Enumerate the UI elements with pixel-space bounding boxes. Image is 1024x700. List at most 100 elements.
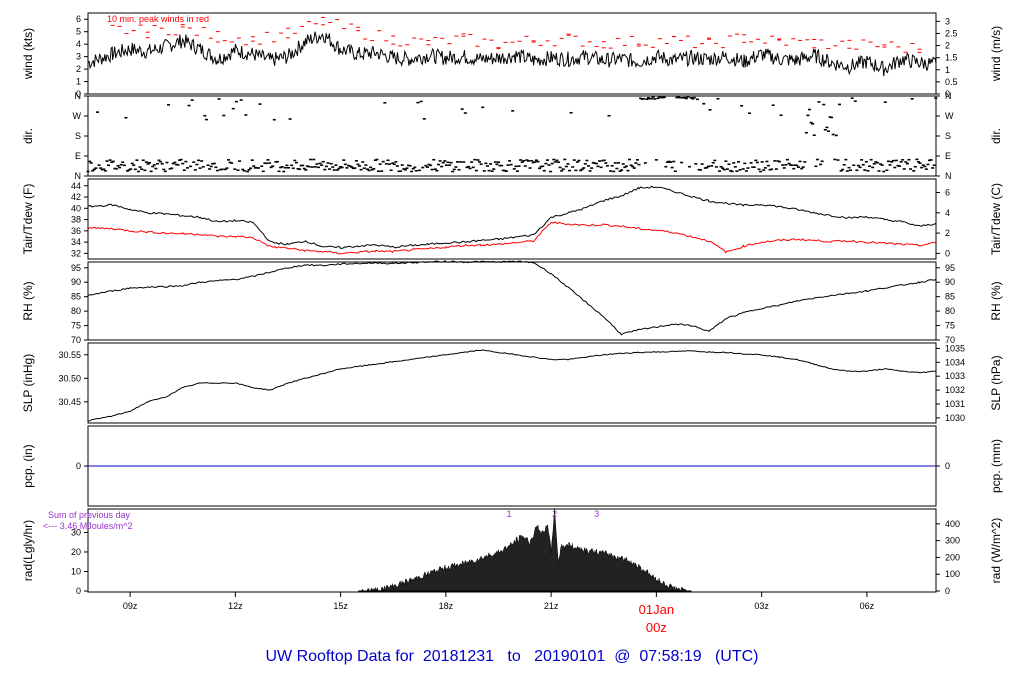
- rad-ytick-label: 20: [71, 547, 81, 557]
- x-date-label: 01Jan: [639, 602, 674, 617]
- slp-ytick-label: 30.55: [58, 350, 81, 360]
- x-tick-label: 03z: [754, 601, 769, 611]
- wind-ytick-label: 0: [76, 89, 81, 99]
- wind-ytick-label: 4: [76, 39, 81, 49]
- slp-ytick-label: 30.45: [58, 397, 81, 407]
- rh-ytick-right-label: 70: [945, 335, 955, 345]
- footer-sep: to: [507, 648, 521, 665]
- dir-ytick-label: E: [75, 151, 81, 161]
- temp-ytick-label: 40: [71, 203, 81, 213]
- slp-ytick-label: 30.50: [58, 373, 81, 383]
- rh-ytick-right-label: 85: [945, 292, 955, 302]
- temp-ylabel-right: Tair/Tdew (C): [989, 183, 1003, 255]
- wind-ytick-label: 5: [76, 27, 81, 37]
- rad-ytick-right-label: 100: [945, 569, 960, 579]
- slp-ytick-right-label: 1032: [945, 385, 965, 395]
- rh-ytick-label: 85: [71, 292, 81, 302]
- temp-ytick-label: 36: [71, 226, 81, 236]
- temp-ytick-right-label: 2: [945, 228, 950, 238]
- rad-ytick-right-label: 400: [945, 519, 960, 529]
- dir-ytick-right-label: N: [945, 171, 952, 181]
- temp-ytick-right-label: 0: [945, 248, 950, 258]
- footer-end: 20190101: [534, 648, 606, 665]
- slp-series-slp: [87, 349, 936, 422]
- temp-frame: [87, 178, 937, 260]
- footer-title: UW Rooftop Data for 20181231 to 20190101…: [0, 648, 1024, 666]
- rad-frame: [87, 508, 937, 593]
- dir-ytick-label: S: [75, 131, 81, 141]
- dir-ytick-label: N: [75, 171, 82, 181]
- temp-ytick-right-label: 6: [945, 188, 950, 198]
- slp-ytick-right-label: 1035: [945, 343, 965, 353]
- x-tick-label: 21z: [544, 601, 559, 611]
- rad-sum-annotation-1: Sum of previous day: [48, 510, 131, 520]
- slp-ylabel-right: SLP (hPa): [989, 355, 1003, 410]
- rad-ylabel: rad(Lgly/hr): [21, 520, 35, 581]
- pcp-ylabel: pcp. (in): [21, 444, 35, 487]
- wind-ytick-right-label: 2: [945, 41, 950, 51]
- rh-ytick-right-label: 75: [945, 321, 955, 331]
- rh-ytick-label: 95: [71, 263, 81, 273]
- x-tick-label: 15z: [333, 601, 348, 611]
- rh-series-rh: [87, 260, 937, 336]
- dir-ytick-label: N: [75, 91, 82, 101]
- rad-ylabel-right: rad (W/m^2): [989, 518, 1003, 584]
- slp-frame: [87, 342, 937, 424]
- pcp-ytick-label: 0: [76, 461, 81, 471]
- x-tick-label: 12z: [228, 601, 243, 611]
- rh-frame: [87, 261, 937, 341]
- footer-prefix: UW Rooftop Data for: [265, 648, 414, 665]
- rad-ytick-right-label: 300: [945, 536, 960, 546]
- x-midnight-label: 00z: [646, 620, 667, 635]
- dir-ylabel: dir.: [21, 128, 35, 144]
- temp-series-tdew: [87, 221, 937, 255]
- slp-ytick-right-label: 1033: [945, 371, 965, 381]
- rad-ytick-label: 10: [71, 566, 81, 576]
- rad-sum-annotation-2: <--- 3.46 MJoules/m^2: [43, 521, 133, 531]
- temp-ytick-label: 44: [71, 181, 81, 191]
- rh-ylabel: RH (%): [21, 281, 35, 320]
- rad-marker-label: 1: [507, 509, 512, 519]
- dir-ylabel-right: dir.: [989, 128, 1003, 144]
- wind-ytick-label: 2: [76, 64, 81, 74]
- wind-ytick-right-label: 2.5: [945, 28, 958, 38]
- wind-frame: [87, 12, 937, 95]
- rh-ytick-right-label: 95: [945, 263, 955, 273]
- temp-ytick-label: 42: [71, 192, 81, 202]
- wind-ytick-right-label: 0: [945, 89, 950, 99]
- slp-ytick-right-label: 1034: [945, 357, 965, 367]
- rh-ytick-right-label: 80: [945, 306, 955, 316]
- rad-ytick-label: 0: [76, 586, 81, 596]
- footer-start: 20181231: [422, 648, 495, 665]
- dir-ytick-right-label: E: [945, 151, 951, 161]
- temp-ytick-right-label: 4: [945, 208, 950, 218]
- slp-ytick-right-label: 1030: [945, 413, 965, 423]
- wind-annotation: 10 min. peak winds in red: [107, 14, 209, 24]
- temp-series-tair: [87, 185, 937, 250]
- wind-ytick-label: 1: [76, 77, 81, 87]
- wind-ytick-right-label: 1: [945, 65, 950, 75]
- rh-ylabel-right: RH (%): [989, 281, 1003, 320]
- dir-ytick-right-label: S: [945, 131, 951, 141]
- x-tick-label: 09z: [123, 601, 138, 611]
- footer-tz: (UTC): [714, 648, 759, 665]
- rad-ytick-right-label: 0: [945, 586, 950, 596]
- temp-ytick-label: 34: [71, 237, 81, 247]
- rad-ytick-label: 30: [71, 527, 81, 537]
- footer-at: @: [614, 648, 631, 665]
- rh-ytick-label: 75: [71, 321, 81, 331]
- wind-ytick-right-label: 3: [945, 16, 950, 26]
- wind-ytick-right-label: 1.5: [945, 53, 958, 63]
- rh-ytick-label: 90: [71, 277, 81, 287]
- wind-ylabel: wind (kts): [21, 28, 35, 80]
- x-tick-label: 06z: [860, 601, 875, 611]
- temp-ytick-label: 32: [71, 248, 81, 258]
- wind-ytick-label: 6: [76, 14, 81, 24]
- rad-marker-label: 2: [552, 509, 557, 519]
- dir-ytick-right-label: W: [945, 111, 954, 121]
- slp-ylabel: SLP (inHg): [21, 354, 35, 412]
- wind-ytick-right-label: 0.5: [945, 77, 958, 87]
- rad-area: [358, 508, 689, 592]
- rh-ytick-label: 80: [71, 306, 81, 316]
- wind-ylabel-right: wind (m/s): [989, 26, 1003, 82]
